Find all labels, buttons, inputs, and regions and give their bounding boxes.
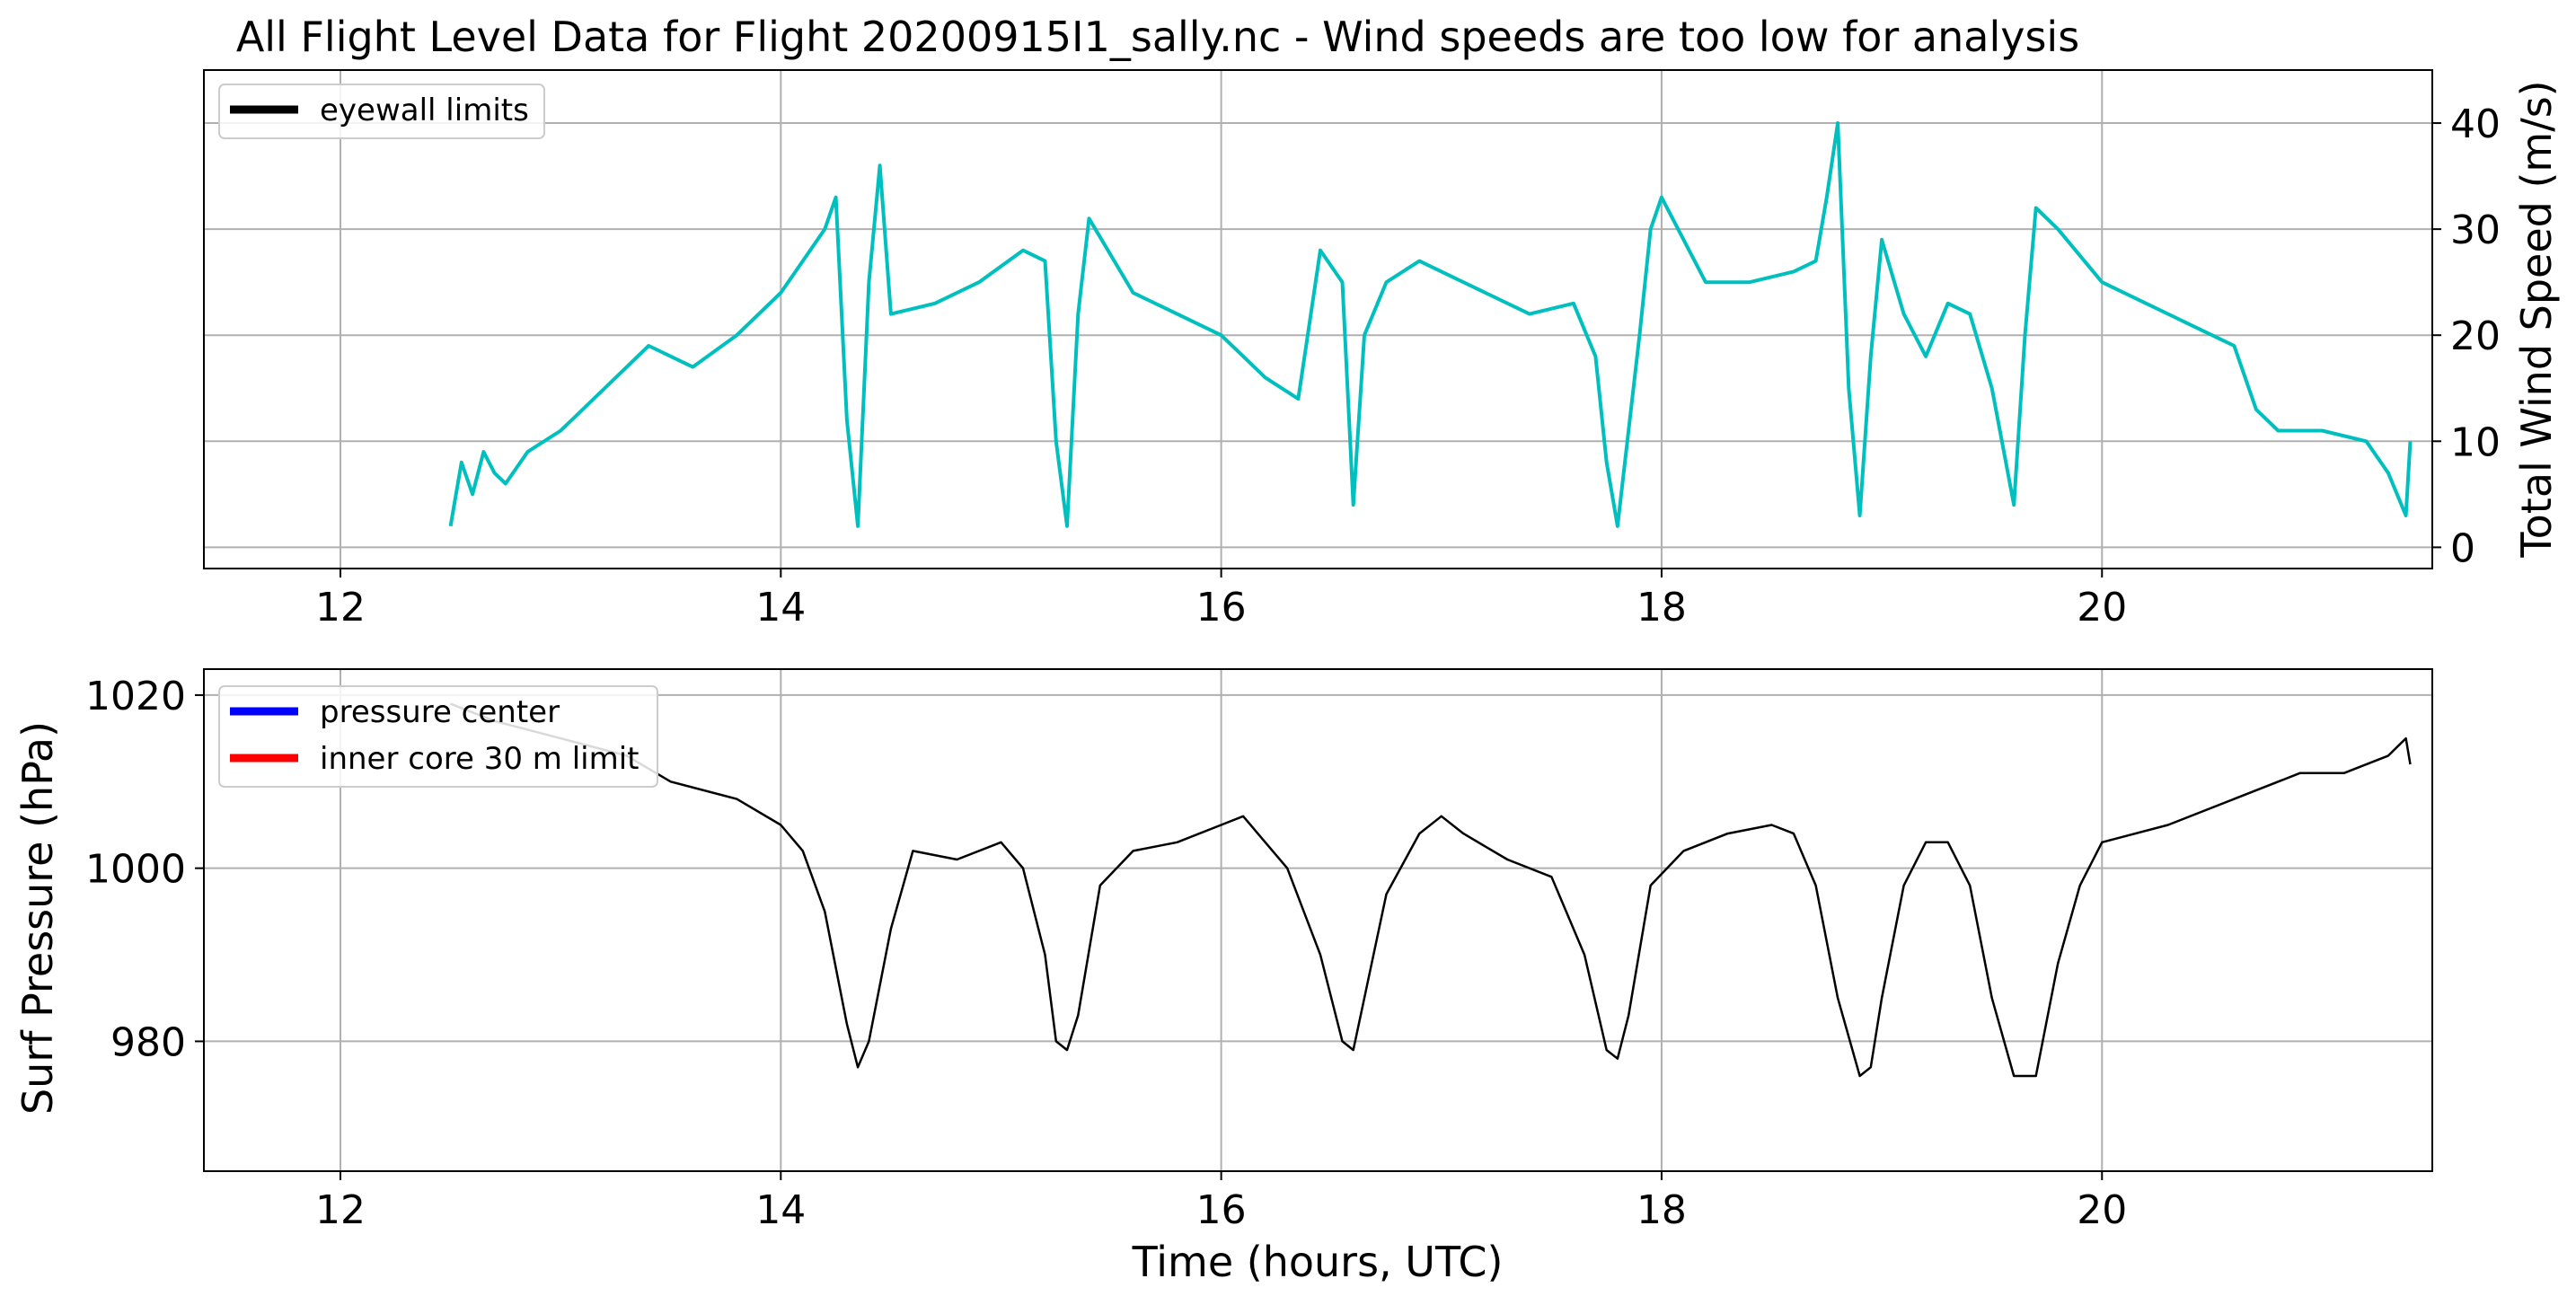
x-tick-label: 14 bbox=[755, 585, 806, 630]
x-tick-label: 16 bbox=[1196, 1187, 1247, 1233]
y-tick-label: 1020 bbox=[85, 674, 186, 719]
pressure-series-line bbox=[450, 702, 2412, 1078]
y-tick-label: 0 bbox=[2450, 525, 2475, 571]
legend-label-eyewall-limits: eyewall limits bbox=[320, 93, 529, 128]
pressure-legend-box bbox=[218, 685, 658, 788]
y-tick-label: 40 bbox=[2450, 101, 2501, 147]
wind-speed-panel: 12 14 16 18 20 0 10 20 30 40 Total Wind Speed (m… bbox=[203, 69, 2561, 630]
wind-speed-series-line bbox=[448, 121, 2413, 528]
y-tick-label: 1000 bbox=[85, 847, 186, 893]
wind-speed-axis-label: Total Wind Speed (m/s) bbox=[2512, 80, 2561, 558]
pressure-panel: 12 14 16 18 20 980 1000 1020 Time (hours, UTC)… bbox=[13, 668, 2433, 1286]
chart-title: All Flight Level Data for Flight 2020091… bbox=[236, 13, 2079, 61]
legend-label-pressure-center: pressure center bbox=[320, 694, 560, 730]
y-tick-label: 980 bbox=[110, 1019, 186, 1065]
x-tick-label: 20 bbox=[2077, 1187, 2127, 1233]
legend-label-inner-core-limit: inner core 30 m limit bbox=[320, 741, 640, 777]
y-tick-label: 30 bbox=[2450, 207, 2501, 253]
time-axis-label: Time (hours, UTC) bbox=[1132, 1238, 1504, 1286]
pressure-panel-frame bbox=[203, 668, 2433, 1172]
y-tick-label: 20 bbox=[2450, 313, 2501, 359]
x-tick-label: 18 bbox=[1636, 585, 1687, 630]
wind-panel-frame bbox=[203, 69, 2433, 569]
wind-legend-box bbox=[218, 84, 545, 139]
x-tick-label: 18 bbox=[1636, 1187, 1687, 1233]
x-tick-label: 16 bbox=[1196, 585, 1247, 630]
y-tick-label: 10 bbox=[2450, 419, 2501, 465]
pressure-legend: pressure center inner core 30 m limit bbox=[218, 685, 658, 788]
x-tick-label: 12 bbox=[315, 585, 366, 630]
wind-legend: eyewall limits bbox=[218, 84, 545, 139]
x-tick-label: 14 bbox=[755, 1187, 806, 1233]
x-tick-label: 12 bbox=[315, 1187, 366, 1233]
x-tick-label: 20 bbox=[2077, 585, 2127, 630]
pressure-axis-label: Surf Pressure (hPa) bbox=[13, 721, 62, 1115]
